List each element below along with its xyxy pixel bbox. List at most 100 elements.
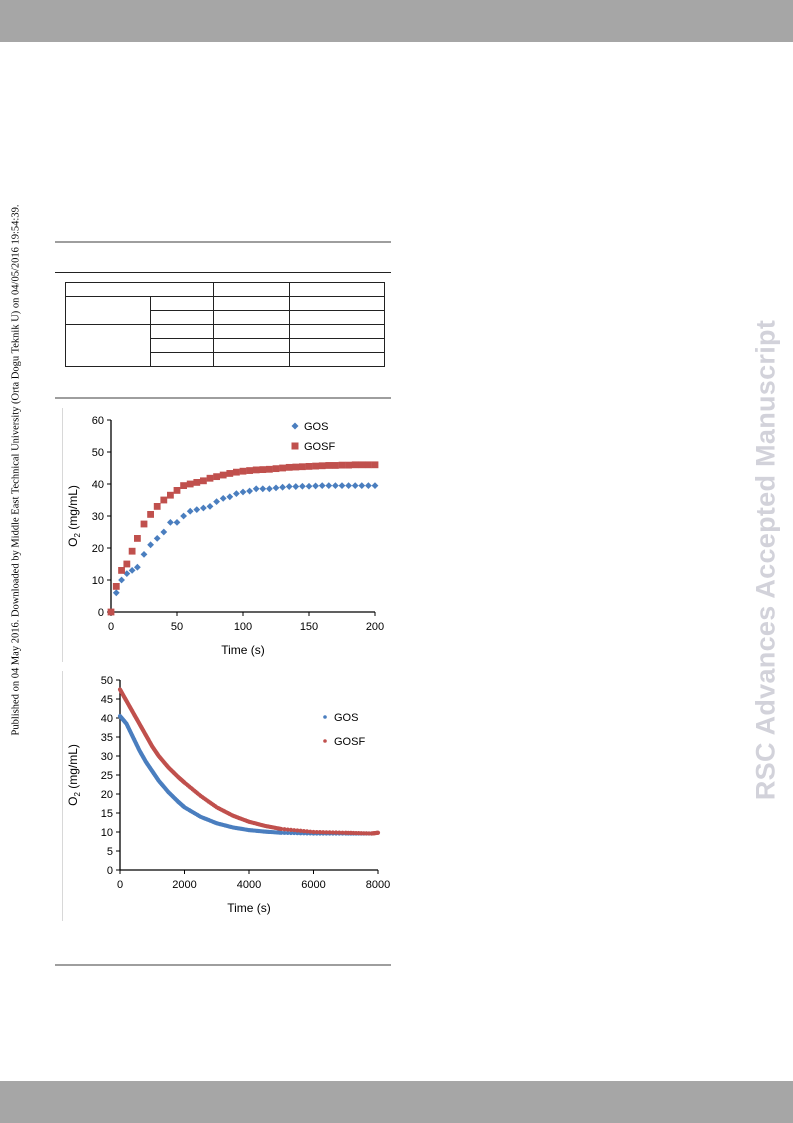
- data-point: [301, 828, 306, 834]
- y-tick-label: 40: [101, 713, 113, 725]
- series-gos: [107, 482, 379, 616]
- data-point: [272, 465, 280, 473]
- data-point: [292, 828, 297, 833]
- y-tick-label: 35: [101, 732, 113, 744]
- oxygen-consumption-chart: 0 5 10 15 20 25 30 35 40 45 50 0 2000 4000 6000 8000 Tim…: [62, 671, 393, 921]
- data-point: [193, 479, 201, 486]
- table-row: [66, 310, 385, 325]
- data-point: [200, 504, 207, 512]
- data-point: [295, 828, 300, 833]
- legend-marker-gos: [291, 422, 299, 430]
- data-point: [200, 477, 207, 485]
- data-point: [128, 547, 136, 555]
- data-point: [107, 608, 115, 616]
- data-point: [317, 830, 323, 835]
- data-point: [340, 830, 345, 835]
- data-point: [206, 474, 214, 482]
- data-point: [304, 829, 310, 834]
- x-tick-label: 50: [171, 621, 183, 633]
- data-point: [332, 462, 339, 469]
- series-gosf: [117, 687, 381, 836]
- legend-marker-gosf: [291, 442, 299, 450]
- y-axis-label-unit: (mg/mL): [66, 485, 80, 533]
- data-point: [365, 482, 372, 489]
- legend-label-gos: GOS: [304, 421, 328, 433]
- data-point: [259, 466, 267, 473]
- data-point: [173, 519, 181, 526]
- data-point: [292, 463, 300, 471]
- data-point: [324, 830, 329, 835]
- oxygen-release-plot: 0 10 20 30 40 50 60 0 50 100 150 200 Time (s) O2 (mg/…: [66, 415, 384, 657]
- data-point: [193, 506, 201, 513]
- empty-table: [65, 282, 385, 367]
- data-point: [233, 468, 240, 476]
- data-point: [252, 485, 260, 493]
- data-point: [272, 484, 280, 492]
- data-point: [318, 462, 326, 470]
- data-point: [147, 511, 154, 518]
- data-point: [292, 483, 300, 490]
- legend-label-gosf: GOSF: [334, 736, 365, 748]
- data-point: [338, 461, 346, 469]
- y-tick-label: 5: [107, 846, 113, 858]
- download-note-text: Published on 04 May 2016. Downloaded by …: [10, 204, 22, 736]
- footer-band: [0, 1081, 793, 1123]
- data-point: [112, 583, 120, 590]
- watermark-text: RSC Advances Accepted Manuscript: [750, 319, 781, 801]
- header-band: [0, 0, 793, 42]
- oxygen-consumption-plot: 0 5 10 15 20 25 30 35 40 45 50 0 2000 4000 6000 8000 Tim…: [66, 675, 390, 915]
- data-point: [128, 567, 136, 574]
- data-point: [288, 830, 294, 836]
- table-row: [66, 352, 385, 367]
- x-tick-label: 200: [366, 621, 384, 633]
- data-point: [330, 830, 335, 835]
- data-point: [308, 829, 313, 834]
- data-point: [351, 461, 359, 469]
- data-point: [123, 570, 131, 577]
- data-point: [266, 465, 273, 473]
- table-header-rule: [55, 272, 391, 273]
- data-point: [351, 482, 359, 489]
- data-point: [206, 503, 214, 510]
- data-point: [338, 482, 346, 489]
- data-point: [279, 826, 284, 832]
- x-tick-label: 2000: [172, 879, 196, 891]
- data-point: [153, 535, 161, 542]
- y-tick-label: 10: [92, 575, 104, 587]
- figure-bottom-rule: [55, 964, 391, 966]
- data-point: [282, 827, 287, 832]
- data-point: [312, 462, 319, 470]
- data-point: [285, 830, 290, 836]
- data-point: [325, 482, 333, 489]
- data-point: [371, 482, 379, 489]
- data-point: [332, 482, 339, 489]
- y-tick-label: 50: [92, 447, 104, 459]
- series-gosf: [107, 461, 379, 616]
- x-tick-label: 6000: [301, 879, 325, 891]
- y-tick-label: 40: [92, 479, 104, 491]
- data-point: [371, 461, 379, 469]
- data-point: [112, 589, 120, 597]
- y-axis-label-subscript: 2: [73, 533, 82, 538]
- data-point: [375, 830, 381, 835]
- data-point: [252, 466, 260, 474]
- data-point: [239, 488, 247, 496]
- data-point: [259, 485, 267, 493]
- y-tick-label: 25: [101, 770, 113, 782]
- data-point: [239, 467, 247, 475]
- data-point: [279, 483, 286, 491]
- data-point: [219, 471, 227, 479]
- data-point: [279, 464, 286, 472]
- data-point: [147, 541, 154, 549]
- y-axis-label: O2 (mg/mL): [66, 485, 82, 547]
- data-point: [285, 827, 290, 832]
- data-point: [173, 487, 181, 494]
- data-point: [140, 551, 148, 558]
- y-tick-label: 15: [101, 808, 113, 820]
- oxygen-release-chart: 0 10 20 30 40 50 60 0 50 100 150 200 Time (s) O2 (mg/…: [62, 408, 393, 662]
- data-point: [246, 487, 253, 495]
- x-tick-label: 0: [108, 621, 114, 633]
- table-row: [65, 324, 385, 367]
- data-point: [305, 482, 313, 490]
- data-point: [305, 463, 313, 470]
